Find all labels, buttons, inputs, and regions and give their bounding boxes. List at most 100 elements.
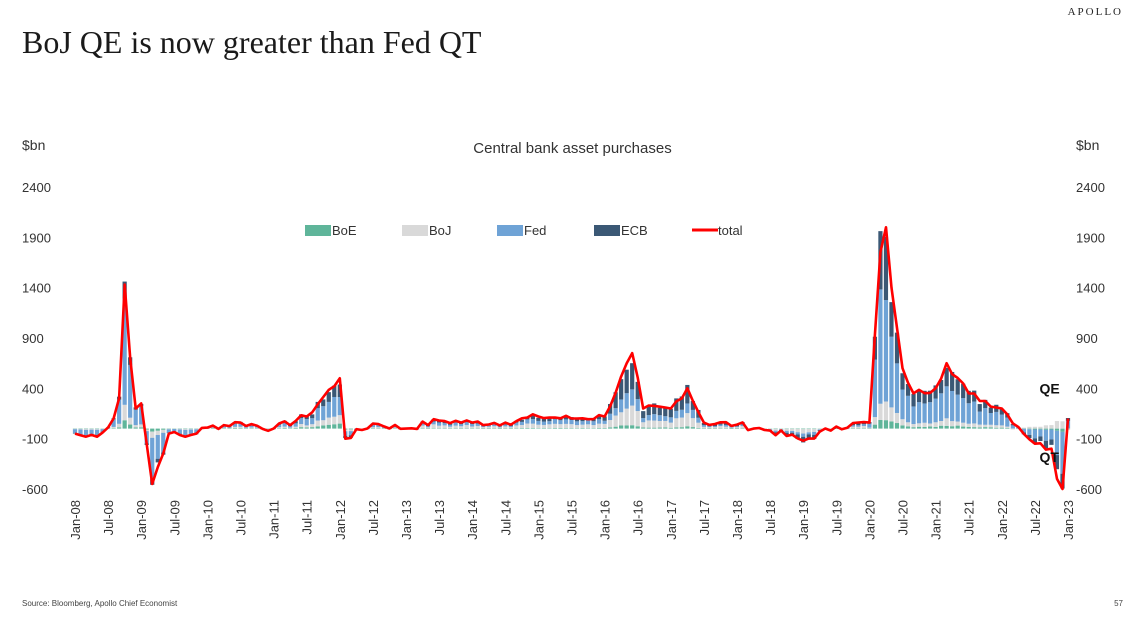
bar-boj	[889, 407, 894, 422]
bar-boe	[679, 427, 684, 429]
bar-fed	[139, 406, 144, 425]
bar-boe	[574, 428, 580, 429]
bar-ecb	[856, 422, 861, 426]
bar-boj	[299, 424, 304, 428]
y-tick-label-right: 2400	[1076, 180, 1105, 195]
bar-boj	[238, 426, 243, 429]
bar-fed	[635, 399, 640, 412]
bar-boj	[183, 428, 188, 430]
bar-boe	[503, 428, 508, 429]
bar-boj	[701, 426, 707, 429]
bar-boj	[128, 417, 133, 425]
bar-boj	[988, 424, 993, 428]
bar-fed	[558, 420, 563, 425]
bar-boe	[436, 428, 442, 429]
annotations: QE QT	[1039, 380, 1059, 464]
y-tick-label-left: -600	[22, 482, 48, 497]
bar-fed	[486, 425, 491, 427]
bar-boj	[685, 413, 690, 427]
bar-boe	[867, 428, 872, 429]
bar-boe	[950, 426, 955, 429]
bar-boe	[299, 427, 304, 429]
bar-fed	[690, 409, 695, 419]
page-number: 57	[1114, 599, 1123, 608]
bar-ecb	[806, 434, 811, 439]
bar-boe	[569, 428, 574, 429]
bar-boe	[723, 428, 729, 429]
bar-ecb	[933, 385, 938, 399]
bar-boe	[872, 424, 878, 429]
bar-boj	[883, 401, 889, 421]
bar-fed	[613, 408, 618, 416]
bar-fed	[464, 422, 469, 426]
bar-ecb	[944, 367, 949, 387]
legend-label-ecb: ECB	[621, 223, 648, 238]
bar-fed	[988, 412, 993, 425]
bar-boj	[690, 418, 695, 428]
bar-boe	[1054, 428, 1060, 431]
bar-ecb	[690, 401, 695, 410]
bar-boj	[784, 428, 789, 431]
bar-ecb	[977, 404, 982, 412]
bar-boe	[707, 428, 712, 429]
bar-boj	[657, 420, 662, 428]
bar-fed	[436, 422, 442, 426]
bar-fed	[431, 421, 436, 425]
bar-boe	[89, 428, 94, 430]
bar-fed	[310, 418, 315, 425]
bar-boe	[188, 428, 193, 430]
bar-boj	[972, 423, 977, 428]
x-tick-label: Jan-19	[796, 500, 811, 540]
bar-fed	[674, 410, 679, 419]
bar-boe	[927, 426, 933, 429]
bar-fed	[977, 411, 982, 425]
x-tick-label: Jul-10	[234, 500, 249, 535]
bar-boj	[674, 418, 679, 428]
bar-boj	[850, 426, 855, 429]
bar-fed	[1005, 417, 1010, 427]
bar-ecb	[72, 433, 78, 434]
bar-boe	[966, 426, 971, 429]
bar-fed	[983, 408, 988, 425]
bar-boj	[718, 426, 723, 429]
x-tick-label: Jul-21	[962, 500, 977, 535]
bar-fed	[1027, 429, 1032, 435]
bar-fed	[955, 394, 960, 422]
bar-fed	[453, 422, 458, 426]
bar-boe	[701, 428, 707, 429]
bar-ecb	[922, 390, 927, 404]
bar-boe	[1049, 428, 1054, 430]
bar-fed	[541, 421, 547, 425]
bar-fed	[166, 429, 171, 433]
bar-boe	[547, 428, 552, 429]
bar-fed	[939, 393, 944, 421]
bar-boj	[596, 423, 602, 428]
bar-boj	[492, 426, 497, 429]
bar-fed	[994, 411, 999, 426]
bar-boj	[227, 427, 232, 429]
bar-boe	[243, 428, 249, 429]
bar-boj	[790, 428, 795, 431]
bar-boj	[481, 427, 486, 429]
bar-boj	[100, 428, 105, 430]
bar-boj	[994, 425, 999, 428]
bar-fed	[905, 395, 911, 423]
bar-boj	[72, 428, 78, 430]
bar-ecb	[519, 419, 524, 422]
bar-boe	[304, 427, 309, 429]
bar-boj	[376, 427, 381, 429]
bar-fed	[448, 424, 453, 427]
bar-boj	[188, 428, 193, 430]
bar-boe	[729, 428, 734, 429]
bar-boj	[243, 427, 249, 429]
bar-boj	[1049, 425, 1054, 429]
bar-boe	[238, 428, 243, 429]
bar-boj	[381, 427, 387, 429]
bar-fed	[288, 425, 293, 428]
bar-boj	[574, 425, 580, 429]
bar-boj	[712, 427, 718, 429]
bar-fed	[900, 389, 905, 420]
bar-fed	[188, 429, 193, 435]
bar-boe	[900, 425, 905, 429]
x-tick-label: Jul-12	[366, 500, 381, 535]
